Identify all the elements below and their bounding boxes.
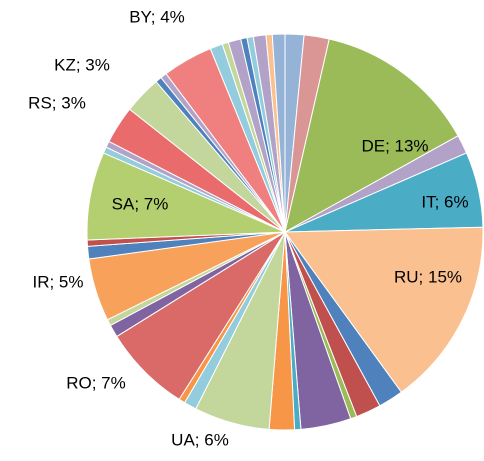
slice-label: IT; 6% <box>421 192 468 211</box>
slice-label: RS; 3% <box>28 93 86 112</box>
slice-label: DE; 13% <box>361 136 428 155</box>
slice-label: UA; 6% <box>171 430 229 449</box>
slice-label: BY; 4% <box>129 7 185 26</box>
pie-slice <box>284 38 459 233</box>
pie-slice <box>284 226 484 393</box>
pie-slice <box>271 33 286 233</box>
slice-label: RU; 15% <box>394 267 462 286</box>
slice-label: SA; 7% <box>112 194 169 213</box>
slice-label: KZ; 3% <box>54 55 110 74</box>
slice-label: RO; 7% <box>66 373 126 392</box>
slice-label: IR; 5% <box>32 272 83 291</box>
